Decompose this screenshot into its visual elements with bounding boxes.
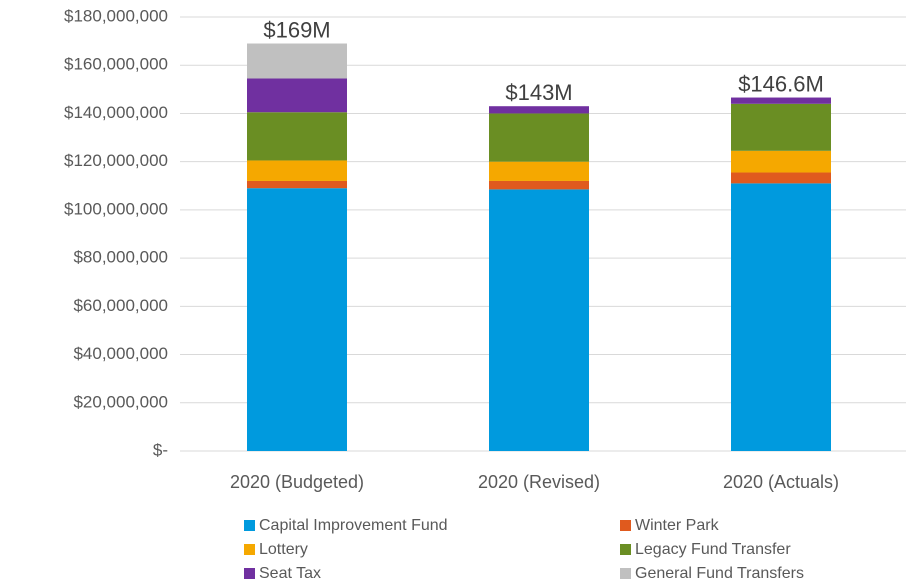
bar-segment (731, 150, 831, 173)
total-label: $169M (263, 17, 330, 42)
legend-label: Legacy Fund Transfer (635, 541, 791, 558)
bar-segment (247, 188, 347, 451)
y-tick-label: $180,000,000 (64, 6, 168, 25)
legend-swatch (244, 568, 255, 579)
legend-swatch (244, 520, 255, 531)
y-tick-label: $80,000,000 (73, 248, 168, 267)
y-tick-label: $100,000,000 (64, 199, 168, 218)
total-label: $146.6M (738, 71, 824, 96)
bar-segment (731, 172, 831, 184)
bar-segment (247, 112, 347, 161)
bar-segment (247, 43, 347, 79)
legend-label: Winter Park (635, 517, 720, 534)
bar-segment (489, 106, 589, 114)
bar-segment (247, 180, 347, 189)
legend-swatch (244, 544, 255, 555)
bar-segment (489, 189, 589, 451)
legend-swatch (620, 520, 631, 531)
y-tick-label: $120,000,000 (64, 151, 168, 170)
x-tick-label: 2020 (Revised) (478, 472, 600, 492)
bar-segment (489, 180, 589, 190)
x-tick-label: 2020 (Actuals) (723, 472, 839, 492)
total-label: $143M (505, 80, 572, 105)
y-tick-label: $140,000,000 (64, 103, 168, 122)
legend-label: Capital Improvement Fund (259, 517, 448, 534)
x-tick-label: 2020 (Budgeted) (230, 472, 364, 492)
legend-label: Lottery (259, 541, 308, 558)
legend-label: General Fund Transfers (635, 565, 804, 582)
y-tick-label: $40,000,000 (73, 344, 168, 363)
bar-segment (731, 97, 831, 104)
bar-segment (489, 161, 589, 181)
bar-segment (247, 160, 347, 181)
y-tick-label: $- (153, 440, 168, 459)
legend-swatch (620, 568, 631, 579)
legend-swatch (620, 544, 631, 555)
y-tick-label: $60,000,000 (73, 296, 168, 315)
bar-segment (731, 103, 831, 151)
legend-label: Seat Tax (259, 565, 321, 582)
y-tick-label: $20,000,000 (73, 392, 168, 411)
bar-segment (247, 78, 347, 113)
y-tick-label: $160,000,000 (64, 55, 168, 74)
bar-segment (731, 183, 831, 451)
bar-segment (489, 113, 589, 162)
